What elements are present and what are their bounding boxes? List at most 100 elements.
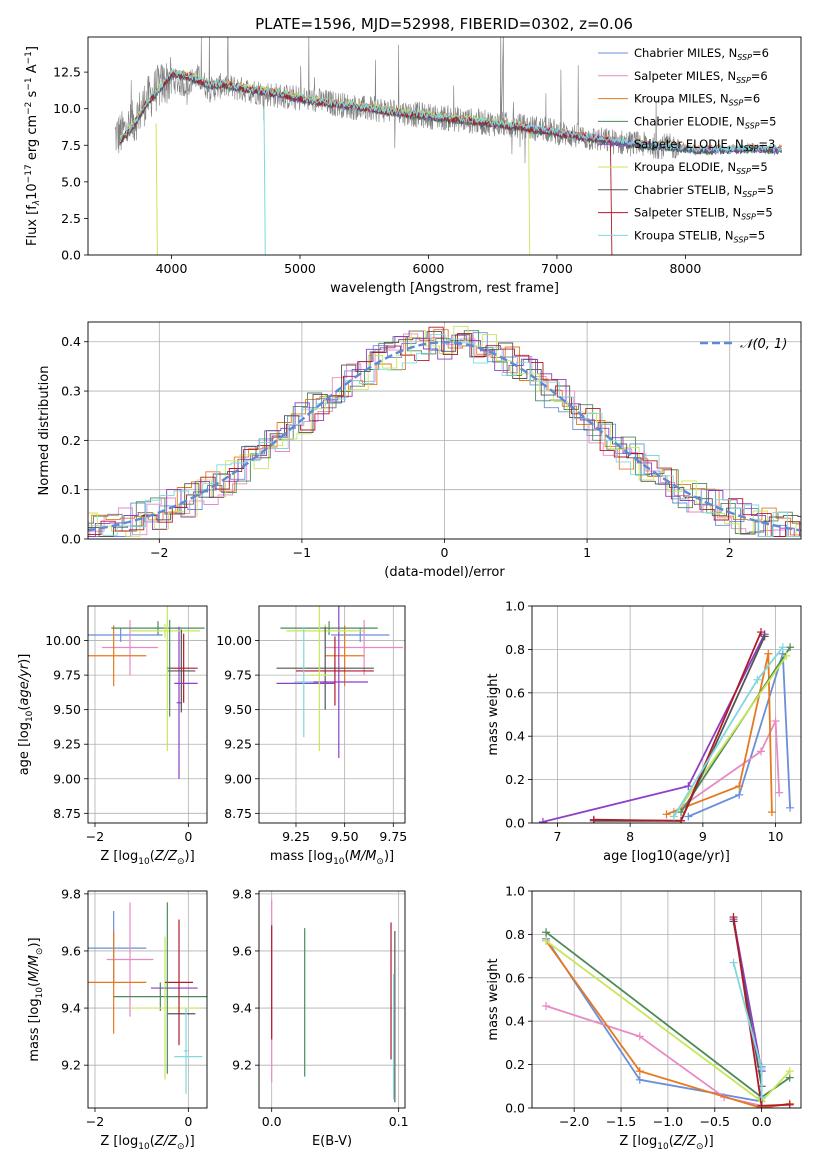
y-axis-label: age [log10(age/yr)] bbox=[17, 654, 35, 776]
mass-weight-marker bbox=[757, 1093, 766, 1102]
y-tick-label: 9.6 bbox=[232, 943, 252, 958]
axes-age-vs-Z: −2 0 8.75 9.00 9.25 9.50 9.75 10.00 Z [log10(Z/Z… bbox=[17, 605, 208, 867]
legend-label: Kroupa ELODIE, NSSP=5 bbox=[634, 160, 768, 176]
mass-weight-marker bbox=[757, 1101, 766, 1108]
y-tick-label: 9.75 bbox=[224, 668, 252, 683]
errorbar-plot-area bbox=[271, 899, 396, 1103]
y-tick-label: 10.0 bbox=[53, 101, 81, 116]
normal-curve bbox=[88, 340, 801, 532]
y-tick-label: 1.0 bbox=[505, 599, 525, 614]
y-tick-label: 0.1 bbox=[61, 482, 81, 497]
axes-residuals: −2 −1 0 1 2 0.0 0.1 0.2 0.3 0.4 (data-model)/error… bbox=[37, 321, 802, 580]
mass-weight-marker bbox=[775, 788, 784, 797]
legend-label: Chabrier MILES, NSSP=6 bbox=[634, 46, 769, 62]
mass-weight-line bbox=[666, 653, 773, 816]
mass-weight-marker bbox=[589, 815, 598, 823]
x-tick-label: 8 bbox=[626, 829, 634, 844]
x-tick-label: 9.75 bbox=[379, 829, 407, 844]
mass-weight-marker bbox=[764, 649, 773, 658]
y-tick-label: 9.50 bbox=[53, 702, 81, 717]
residual-plot-area bbox=[88, 325, 801, 537]
axes-mass-vs-EBV: 0.0 0.1 9.2 9.4 9.6 9.8 E(B-V) bbox=[232, 886, 408, 1149]
residual-histogram bbox=[88, 330, 801, 537]
mass-weight-marker bbox=[542, 936, 551, 945]
axes-spectrum: 4000 5000 6000 7000 8000 0.0 2.5 5.0 7.5 10.0 12.5… bbox=[24, 36, 802, 296]
mass-weight-line bbox=[673, 720, 781, 813]
emission-line-spike bbox=[500, 37, 505, 131]
x-axis-label: mass [log10(M/M⊙)] bbox=[270, 849, 394, 867]
y-tick-label: 8.75 bbox=[53, 806, 81, 821]
mass-weight-marker bbox=[785, 1100, 794, 1108]
y-tick-label: 9.2 bbox=[232, 1058, 252, 1073]
mass-weight-marker bbox=[753, 675, 762, 684]
y-tick-label: 0.0 bbox=[61, 532, 81, 547]
axes-mass-vs-Z: −2 0 9.2 9.4 9.6 9.8 Z [log10(Z/Z⊙)] mass [log1… bbox=[27, 886, 208, 1152]
legend-label: Kroupa STELIB, NSSP=5 bbox=[634, 228, 765, 244]
residual-histogram bbox=[88, 333, 801, 537]
y-tick-label: 0.2 bbox=[505, 1057, 525, 1072]
x-tick-label: 0 bbox=[184, 829, 192, 844]
y-tick-label: 9.00 bbox=[53, 771, 81, 786]
x-tick-label: 5000 bbox=[284, 261, 316, 276]
y-axis-label: Normed distribution bbox=[37, 366, 52, 496]
axes-frame bbox=[87, 890, 208, 1109]
y-tick-label: 9.8 bbox=[61, 886, 81, 901]
y-axis-label: mass weight bbox=[486, 958, 501, 1040]
x-tick-label: 8000 bbox=[669, 261, 701, 276]
x-axis-label: Z [log10(Z/Z⊙)] bbox=[100, 849, 194, 867]
legend-label: 𝒩(0, 1) bbox=[740, 337, 787, 352]
model-drop-line bbox=[263, 108, 266, 255]
axes-frame bbox=[87, 321, 802, 540]
y-tick-label: 2.5 bbox=[61, 211, 81, 226]
x-tick-label: 7 bbox=[553, 829, 561, 844]
y-tick-label: 0.4 bbox=[505, 729, 525, 744]
mass-weight-plot-area bbox=[542, 913, 794, 1108]
mass-weight-marker bbox=[542, 1002, 551, 1011]
axes-frame bbox=[531, 890, 802, 1109]
y-tick-label: 0.6 bbox=[505, 685, 525, 700]
x-tick-label: −2 bbox=[86, 1114, 104, 1129]
y-tick-label: 0.2 bbox=[505, 772, 525, 787]
axes-frame bbox=[87, 36, 802, 256]
axes-frame bbox=[531, 605, 802, 824]
mass-weight-marker bbox=[785, 1067, 794, 1076]
mass-weight-line bbox=[673, 655, 788, 818]
y-tick-label: 0.0 bbox=[61, 248, 81, 263]
x-tick-label: −2 bbox=[150, 545, 168, 560]
mass-weight-marker bbox=[635, 1032, 644, 1041]
x-tick-label: −0.5 bbox=[700, 1114, 730, 1129]
y-axis-label: Flux [fλ10−17 erg cm−2 s−1 A−1] bbox=[24, 46, 42, 246]
y-axis-label: mass [log10(M/M⊙)] bbox=[27, 937, 45, 1061]
panels: 4000 5000 6000 7000 80000.02.55.07.510.012.5… bbox=[17, 36, 802, 1152]
y-tick-label: 7.5 bbox=[61, 138, 81, 153]
mass-weight-marker bbox=[771, 717, 780, 726]
mass-weight-marker bbox=[782, 651, 791, 660]
y-tick-label: 9.25 bbox=[53, 737, 81, 752]
y-tick-label: 0.2 bbox=[61, 433, 81, 448]
y-tick-label: 9.4 bbox=[61, 1001, 81, 1016]
mass-weight-marker bbox=[635, 1067, 644, 1076]
mass-weight-marker bbox=[635, 1075, 644, 1084]
mass-weight-plot-area bbox=[538, 628, 795, 823]
legend-label: Salpeter STELIB, NSSP=5 bbox=[634, 206, 773, 222]
y-tick-label: 9.75 bbox=[53, 668, 81, 683]
y-tick-label: 9.4 bbox=[232, 1001, 252, 1016]
mass-weight-line bbox=[687, 653, 791, 818]
y-tick-label: 0.3 bbox=[61, 384, 81, 399]
mass-weight-marker bbox=[677, 816, 686, 823]
y-tick-label: 10.00 bbox=[216, 633, 252, 648]
mass-weight-marker bbox=[767, 808, 776, 817]
y-tick-label: 0.0 bbox=[505, 1101, 525, 1116]
x-tick-label: 0.1 bbox=[389, 1114, 409, 1129]
y-tick-label: 9.2 bbox=[61, 1058, 81, 1073]
errorbar-plot-area bbox=[88, 902, 207, 1094]
y-tick-label: 9.25 bbox=[224, 737, 252, 752]
x-axis-label: Z [log10(Z/Z⊙)] bbox=[100, 1134, 194, 1152]
mass-weight-marker bbox=[542, 928, 551, 937]
model-spectrum-line bbox=[119, 70, 613, 255]
mass-weight-marker bbox=[735, 790, 744, 799]
y-tick-label: 0.8 bbox=[505, 927, 525, 942]
x-tick-label: 2 bbox=[726, 545, 734, 560]
mass-weight-marker bbox=[735, 782, 744, 791]
spectrum-plot-area bbox=[114, 37, 782, 255]
